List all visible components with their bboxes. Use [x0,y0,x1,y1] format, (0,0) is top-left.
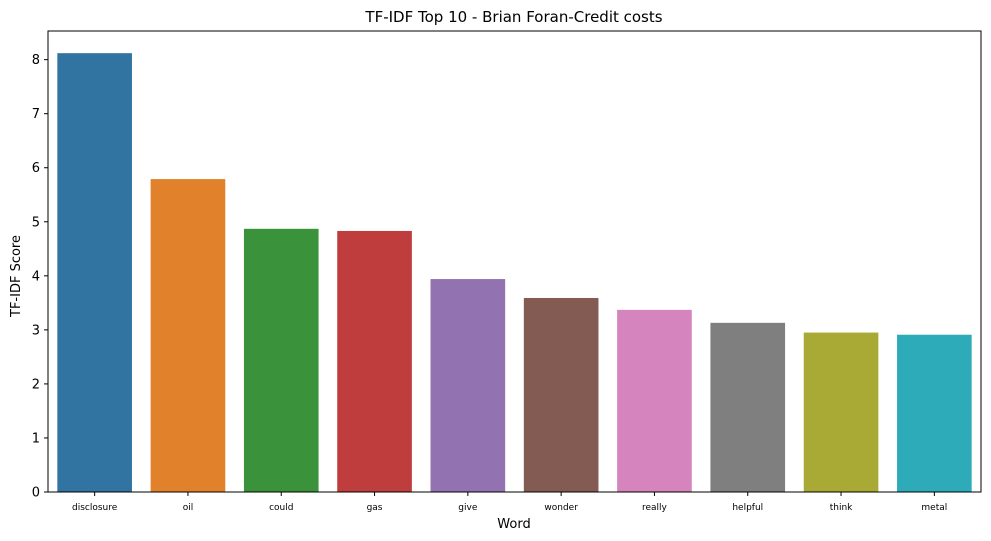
chart-title: TF-IDF Top 10 - Brian Foran-Credit costs [364,8,662,26]
y-tick-label: 5 [32,215,40,230]
x-axis: disclosure oil could gas give wonder really hel… [72,492,947,513]
bar-oil [150,179,226,492]
bar-disclosure [57,53,132,492]
x-tick-label: give [458,503,478,513]
y-tick-label: 1 [32,431,40,446]
y-tick-label: 3 [32,323,40,338]
bar-metal [897,334,972,492]
y-tick-label: 0 [32,486,40,501]
x-tick-label: helpful [732,503,763,513]
x-axis-label: Word [497,517,530,532]
y-tick-label: 8 [32,53,40,68]
y-tick-label: 6 [32,161,40,176]
bar-wonder [523,297,599,492]
y-tick-label: 2 [32,377,40,392]
x-tick-label: wonder [544,503,578,513]
bar-give [430,279,506,492]
y-tick-label: 4 [32,269,40,284]
bar-think [803,332,879,492]
x-tick-label: think [830,503,853,513]
x-tick-label: really [642,503,668,513]
x-tick-label: metal [921,503,947,513]
x-tick-label: gas [367,503,383,513]
x-tick-label: oil [183,503,194,513]
bar-could [243,228,319,493]
y-tick-label: 7 [32,107,40,122]
x-tick-label: could [269,503,293,513]
bar-really [617,309,692,492]
bars-group [57,53,972,493]
bar-gas [337,230,412,492]
x-tick-label: disclosure [72,503,118,513]
bar-helpful [710,322,786,492]
y-axis: 0 1 2 3 4 5 6 7 8 [32,53,48,501]
plot-frame [47,30,982,493]
y-axis-label: TF-IDF Score [9,235,24,318]
